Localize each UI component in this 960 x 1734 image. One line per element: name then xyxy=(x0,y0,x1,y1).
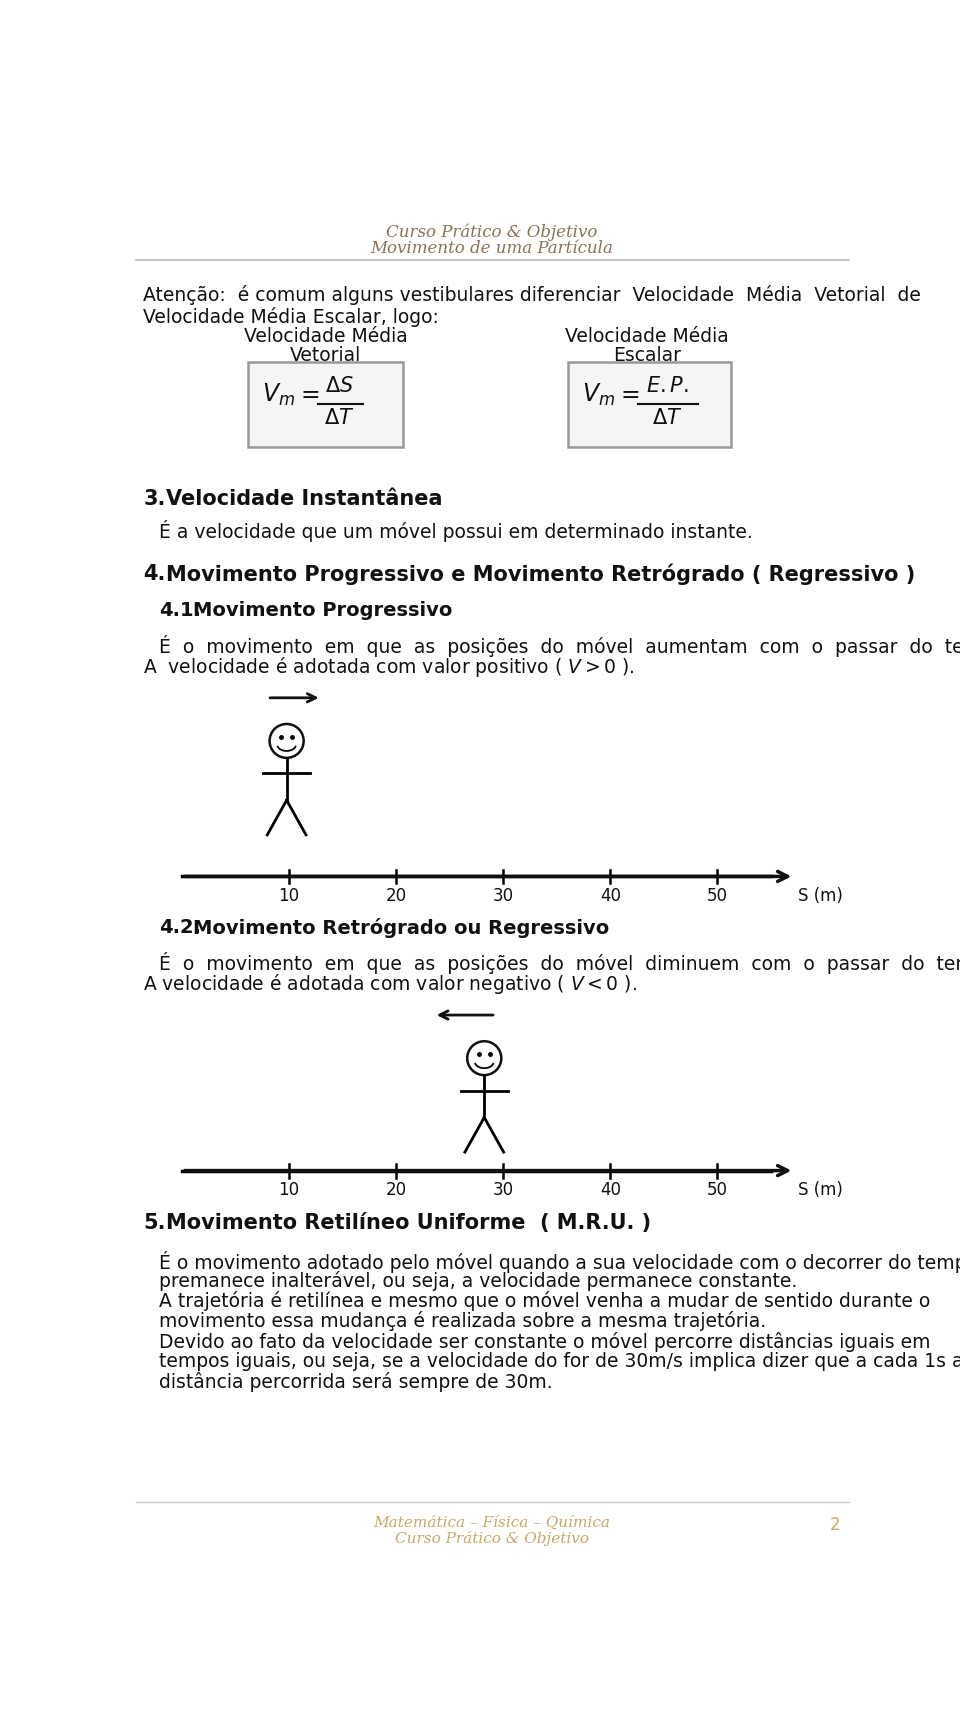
Text: 4.1.: 4.1. xyxy=(158,600,201,619)
Text: Vetorial: Vetorial xyxy=(290,345,361,364)
Text: A trajetória é retilínea e mesmo que o móvel venha a mudar de sentido durante o: A trajetória é retilínea e mesmo que o m… xyxy=(158,1292,930,1311)
Text: 5.: 5. xyxy=(143,1212,166,1233)
Text: $V_m$: $V_m$ xyxy=(582,381,615,407)
Text: Devido ao fato da velocidade ser constante o móvel percorre distâncias iguais em: Devido ao fato da velocidade ser constan… xyxy=(158,1332,930,1351)
Text: $=$: $=$ xyxy=(296,381,320,406)
FancyBboxPatch shape xyxy=(568,362,731,447)
Text: 40: 40 xyxy=(600,1181,621,1200)
Text: Movimento Progressivo: Movimento Progressivo xyxy=(193,600,452,619)
Text: Curso Prático & Objetivo: Curso Prático & Objetivo xyxy=(386,224,598,241)
Text: tempos iguais, ou seja, se a velocidade do for de 30m/s implica dizer que a cada: tempos iguais, ou seja, se a velocidade … xyxy=(158,1351,960,1370)
Text: $\Delta T$: $\Delta T$ xyxy=(652,407,683,428)
Text: 10: 10 xyxy=(278,1181,300,1200)
Text: 20: 20 xyxy=(386,888,407,905)
Text: $V_m$: $V_m$ xyxy=(262,381,295,407)
Text: 2: 2 xyxy=(830,1516,841,1533)
Text: Movimento Progressivo e Movimento Retrógrado ( Regressivo ): Movimento Progressivo e Movimento Retróg… xyxy=(166,564,916,586)
Text: 50: 50 xyxy=(707,1181,728,1200)
Text: 20: 20 xyxy=(386,1181,407,1200)
Text: Velocidade Média: Velocidade Média xyxy=(244,328,407,347)
Text: A  velocidade é adotada com valor positivo ( $V > 0$ ).: A velocidade é adotada com valor positiv… xyxy=(143,655,635,678)
Text: movimento essa mudança é realizada sobre a mesma trajetória.: movimento essa mudança é realizada sobre… xyxy=(158,1311,766,1332)
Text: Velocidade Média: Velocidade Média xyxy=(565,328,729,347)
Text: $\Delta T$: $\Delta T$ xyxy=(324,407,354,428)
Text: premanece inalterável, ou seja, a velocidade permanece constante.: premanece inalterável, ou seja, a veloci… xyxy=(158,1271,797,1292)
Text: Velocidade Média Escalar, logo:: Velocidade Média Escalar, logo: xyxy=(143,307,439,326)
Text: 4.2.: 4.2. xyxy=(158,917,201,936)
Text: 30: 30 xyxy=(492,1181,514,1200)
Text: Matemática – Física – Química: Matemática – Física – Química xyxy=(373,1516,611,1529)
Text: Atenção:  é comum alguns vestibulares diferenciar  Velocidade  Média  Vetorial  : Atenção: é comum alguns vestibulares dif… xyxy=(143,284,922,305)
Text: distância percorrida será sempre de 30m.: distância percorrida será sempre de 30m. xyxy=(158,1372,552,1392)
Text: 10: 10 xyxy=(278,888,300,905)
Text: É a velocidade que um móvel possui em determinado instante.: É a velocidade que um móvel possui em de… xyxy=(158,520,753,543)
Text: 3.: 3. xyxy=(143,489,166,510)
Text: Movimento de uma Partícula: Movimento de uma Partícula xyxy=(371,241,613,257)
Text: É o movimento adotado pelo móvel quando a sua velocidade com o decorrer do tempo: É o movimento adotado pelo móvel quando … xyxy=(158,1252,960,1273)
Text: Velocidade Instantânea: Velocidade Instantânea xyxy=(166,489,443,510)
Text: É  o  movimento  em  que  as  posições  do  móvel  aumentam  com  o  passar  do : É o movimento em que as posições do móve… xyxy=(158,635,960,657)
Text: Curso Prático & Objetivo: Curso Prático & Objetivo xyxy=(395,1531,589,1547)
Text: 40: 40 xyxy=(600,888,621,905)
Text: Movimento Retrógrado ou Regressivo: Movimento Retrógrado ou Regressivo xyxy=(193,917,609,938)
Text: Escalar: Escalar xyxy=(613,345,681,364)
Text: 4.: 4. xyxy=(143,564,166,584)
Text: S (m): S (m) xyxy=(798,888,843,905)
Text: É  o  movimento  em  que  as  posições  do  móvel  diminuem  com  o  passar  do : É o movimento em que as posições do móve… xyxy=(158,952,960,975)
Text: 30: 30 xyxy=(492,888,514,905)
Text: $\Delta S$: $\Delta S$ xyxy=(324,376,354,395)
Text: $=$: $=$ xyxy=(616,381,640,406)
Text: $E.P.$: $E.P.$ xyxy=(646,376,688,395)
Text: A velocidade é adotada com valor negativo ( $V < 0$ ).: A velocidade é adotada com valor negativ… xyxy=(143,973,637,995)
FancyBboxPatch shape xyxy=(248,362,403,447)
Text: S (m): S (m) xyxy=(798,1181,843,1200)
Text: 50: 50 xyxy=(707,888,728,905)
Text: Movimento Retilíneo Uniforme  ( M.R.U. ): Movimento Retilíneo Uniforme ( M.R.U. ) xyxy=(166,1212,652,1233)
